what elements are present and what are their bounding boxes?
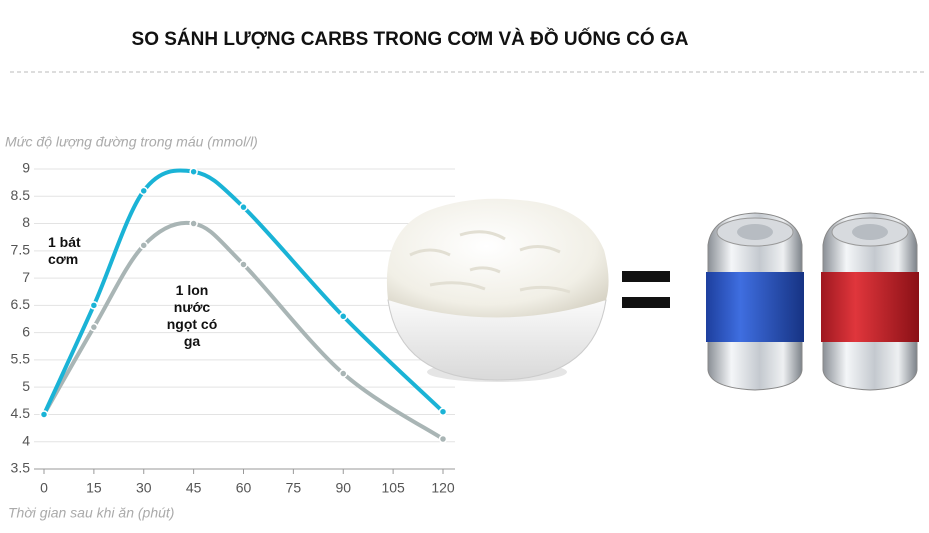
y-tick-label: 7 <box>22 269 30 285</box>
series-label: 1 lon nước ngọt có ga <box>166 282 218 349</box>
point <box>189 167 198 176</box>
rice-bowl <box>386 198 609 382</box>
x-tick-label: 0 <box>40 480 48 496</box>
point <box>189 219 198 228</box>
x-tick-label: 90 <box>335 480 351 496</box>
y-tick-label: 9 <box>22 160 30 176</box>
y-tick-label: 4.5 <box>11 405 31 421</box>
y-tick-label: 5.5 <box>11 351 31 367</box>
y-tick-label: 8.5 <box>11 187 31 203</box>
x-tick-label: 75 <box>286 480 302 496</box>
y-tick-label: 6 <box>22 323 30 339</box>
y-tick-label: 4 <box>22 432 30 448</box>
point <box>239 260 248 269</box>
x-tick-label: 15 <box>86 480 102 496</box>
soda-can-red <box>821 212 919 391</box>
point <box>39 410 49 419</box>
x-axis-title: Thời gian sau khi ăn (phút) <box>8 505 174 521</box>
point <box>438 434 448 444</box>
equals-sign <box>622 271 670 282</box>
y-tick-label: 5 <box>22 378 30 394</box>
x-tick-label: 45 <box>186 480 202 496</box>
y-axis-title: Mức độ lượng đường trong máu (mmol/l) <box>5 134 258 150</box>
line <box>42 220 445 441</box>
point <box>139 186 148 196</box>
x-tick-label: 105 <box>381 480 405 496</box>
equals-sign <box>622 297 670 308</box>
y-tick-label: 7.5 <box>11 242 31 258</box>
point <box>438 407 448 416</box>
soda-can-blue <box>706 212 804 391</box>
point <box>339 312 348 321</box>
x-tick-label: 120 <box>431 480 455 496</box>
point <box>239 202 248 212</box>
x-tick-label: 60 <box>236 480 252 496</box>
point <box>89 322 99 332</box>
x-tick-label: 30 <box>136 480 152 496</box>
y-tick-label: 3.5 <box>11 460 31 476</box>
plot: 3.544.555.566.577.588.590 15 30 45 60 75 90 105… <box>11 160 455 496</box>
series-label: 1 bát cơm <box>48 234 81 267</box>
point <box>339 369 348 378</box>
chart-title: SO SÁNH LƯỢNG CARBS TRONG CƠM VÀ ĐỒ UỐNG… <box>132 28 689 50</box>
point <box>139 241 148 250</box>
y-tick-label: 6.5 <box>11 296 31 312</box>
point <box>89 301 99 310</box>
y-tick-label: 8 <box>22 214 30 230</box>
